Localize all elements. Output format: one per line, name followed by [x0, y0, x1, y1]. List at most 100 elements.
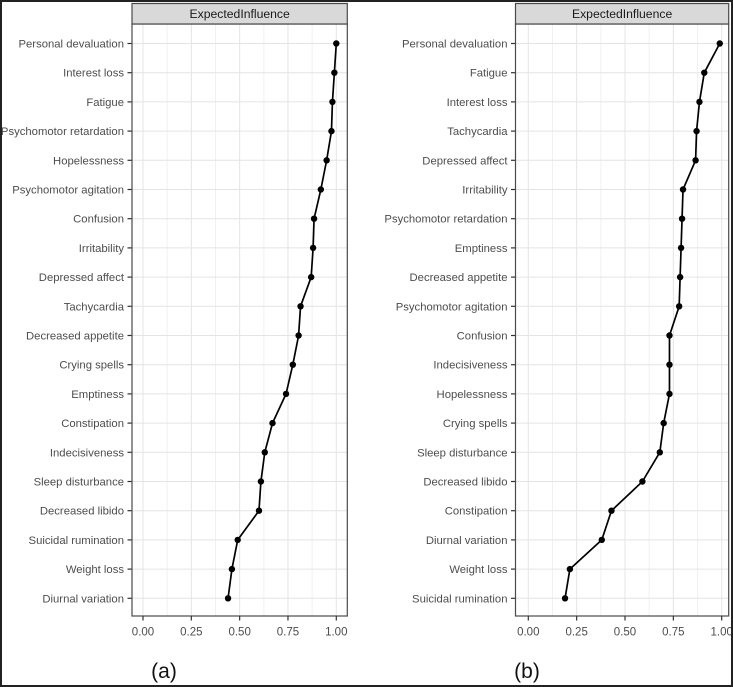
y-axis-label: Fatigue: [470, 68, 508, 80]
y-axis-label: Crying spells: [59, 360, 124, 372]
data-point: [328, 127, 335, 135]
x-axis-tick-label: 0.75: [277, 627, 299, 639]
y-axis-label: Sleep disturbance: [417, 447, 507, 459]
data-point: [716, 40, 723, 47]
y-axis-label: Crying spells: [443, 418, 508, 430]
data-point: [701, 69, 708, 76]
y-axis-label: Indecisiveness: [433, 360, 507, 372]
data-point: [608, 507, 615, 514]
data-point: [282, 390, 290, 398]
y-axis-label: Sleep disturbance: [34, 477, 124, 489]
x-axis-tick-label: 0.00: [517, 627, 539, 639]
y-axis-label: Hopelessness: [53, 155, 124, 167]
y-axis-label: Indecisiveness: [50, 447, 124, 459]
data-point: [676, 273, 684, 281]
x-axis-tick-label: 1.00: [325, 627, 347, 639]
y-axis-label: Emptiness: [71, 389, 124, 401]
data-point: [598, 536, 605, 544]
series-line: [564, 43, 721, 599]
y-axis-label: Depressed affect: [422, 155, 508, 167]
data-point: [656, 449, 664, 456]
data-point: [566, 565, 574, 573]
data-point: [677, 244, 685, 252]
data-point: [234, 536, 241, 544]
y-axis-label: Weight loss: [449, 564, 508, 576]
data-point: [309, 244, 317, 252]
data-point: [228, 565, 236, 573]
y-axis-label: Diurnal variation: [42, 593, 124, 605]
data-point: [693, 127, 700, 135]
y-axis-label: Emptiness: [455, 243, 508, 255]
data-point: [666, 332, 673, 339]
facet-strip: [131, 2, 348, 25]
data-point: [297, 303, 304, 310]
y-axis-label: Constipation: [445, 506, 508, 518]
data-point: [310, 215, 318, 222]
data-point: [675, 303, 683, 310]
data-point: [323, 157, 330, 164]
x-axis-tick-label: 0.25: [565, 627, 587, 639]
facet-strip-title: ExpectedInfluence: [190, 7, 291, 21]
x-axis-tick-label: 1.00: [711, 627, 731, 639]
y-axis-label: Fatigue: [86, 97, 124, 109]
data-point: [307, 273, 315, 281]
y-axis-label: Confusion: [457, 331, 508, 343]
data-point: [678, 215, 686, 222]
data-point: [679, 186, 687, 193]
y-axis-label: Depressed affect: [39, 272, 125, 284]
y-axis-label: Confusion: [73, 214, 124, 226]
y-axis-label: Personal devaluation: [402, 39, 508, 51]
data-point: [561, 595, 569, 602]
data-point: [255, 507, 263, 514]
y-axis-label: Psychomotor retardation: [384, 214, 507, 226]
data-point: [295, 332, 302, 339]
y-axis-label: Suicidal rumination: [412, 593, 507, 605]
facet-strip: [514, 2, 730, 25]
panel-caption: (a): [151, 660, 177, 683]
facet-strip-title: ExpectedInfluence: [572, 7, 673, 21]
y-axis-label: Psychomotor agitation: [396, 301, 508, 313]
y-axis-label: Decreased libido: [40, 506, 124, 518]
y-axis-label: Personal devaluation: [18, 39, 124, 51]
data-point: [257, 478, 265, 485]
data-point: [329, 98, 336, 106]
y-axis-label: Irritability: [462, 185, 508, 197]
data-point: [666, 390, 673, 398]
y-axis-label: Irritability: [79, 243, 125, 255]
y-axis-label: Decreased libido: [423, 477, 507, 489]
panel-caption: (b): [514, 660, 540, 683]
y-axis-label: Psychomotor agitation: [12, 185, 124, 197]
data-point: [666, 361, 673, 368]
plot-panel-background: [515, 24, 729, 616]
x-axis-tick-label: 0.50: [614, 627, 636, 639]
data-point: [269, 419, 276, 427]
data-point: [333, 40, 340, 47]
data-point: [639, 478, 646, 485]
y-axis-label: Diurnal variation: [426, 535, 508, 547]
data-point: [696, 98, 703, 106]
data-point: [660, 419, 667, 427]
x-axis-tick-label: 0.75: [662, 627, 684, 639]
y-axis-label: Tachycardia: [64, 301, 125, 313]
data-point: [692, 157, 699, 164]
y-axis-label: Decreased appetite: [26, 331, 124, 343]
series-line: [227, 43, 338, 599]
data-point: [261, 449, 268, 456]
y-axis-label: Weight loss: [66, 564, 125, 576]
y-axis-label: Psychomotor retardation: [2, 126, 124, 138]
data-point: [289, 361, 297, 368]
x-axis-tick-label: 0.00: [132, 627, 154, 639]
y-axis-label: Suicidal rumination: [29, 535, 124, 547]
y-axis-label: Interest loss: [447, 97, 508, 109]
data-point: [317, 186, 325, 193]
y-axis-label: Interest loss: [63, 68, 124, 80]
x-axis-tick-label: 0.50: [228, 627, 250, 639]
data-point: [331, 69, 338, 76]
y-axis-label: Tachycardia: [447, 126, 508, 138]
data-point: [224, 595, 232, 602]
x-axis-tick-label: 0.25: [180, 627, 202, 639]
y-axis-label: Hopelessness: [437, 389, 508, 401]
y-axis-label: Constipation: [61, 418, 124, 430]
